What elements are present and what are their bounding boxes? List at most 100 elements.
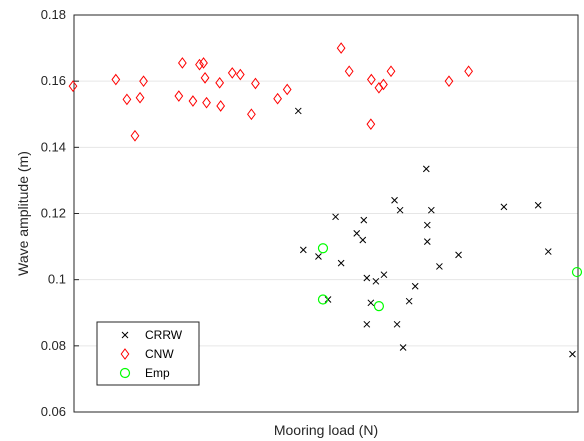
data-point-cnw (444, 75, 454, 87)
data-point-cnw (366, 73, 376, 86)
legend-marker-crrw (121, 331, 129, 339)
data-point-crrw-stroke (427, 206, 435, 214)
y-tick-label: 0.1 (48, 272, 66, 287)
data-point-crrw-stroke (500, 203, 508, 211)
data-point-crrw-stroke (363, 274, 371, 282)
data-point-cnw (188, 95, 198, 107)
data-point-crrw-stroke (359, 236, 367, 244)
data-point-crrw-stroke (372, 277, 380, 285)
data-point-crrw (399, 344, 407, 351)
data-point-emp (317, 294, 329, 305)
data-point-cnw (282, 83, 292, 96)
data-point-crrw-stroke (337, 259, 345, 267)
data-point-crrw (363, 274, 371, 282)
data-point-crrw-stroke (367, 299, 375, 307)
data-point-emp (571, 266, 583, 278)
data-point-crrw-stroke (455, 251, 462, 259)
legend-marker-crrw-stroke (121, 331, 129, 339)
legend: CRRW CNW Emp (96, 321, 200, 386)
data-point-cnw (235, 68, 245, 81)
y-tick-label: 0.18 (41, 7, 66, 22)
data-point-cnw (216, 100, 226, 112)
data-point-crrw (391, 196, 398, 204)
data-point-crrw-stroke (332, 213, 339, 221)
data-point-cnw (336, 42, 346, 54)
data-point-crrw (500, 203, 508, 211)
data-point-crrw (411, 282, 419, 290)
data-point-emp (373, 301, 385, 312)
data-point-emp (317, 243, 329, 254)
data-point-crrw (393, 320, 401, 328)
data-point-crrw (396, 206, 404, 214)
data-point-crrw-stroke (360, 216, 368, 224)
data-point-crrw (534, 201, 542, 209)
data-point-cnw (386, 65, 396, 78)
data-point-cnw (174, 90, 184, 102)
data-point-crrw-stroke (294, 107, 302, 115)
data-point-cnw (379, 78, 388, 91)
data-point-crrw-stroke (396, 206, 404, 214)
y-tick-label: 0.14 (41, 139, 66, 154)
legend-marker-emp (119, 367, 131, 379)
data-point-crrw (422, 165, 430, 173)
data-point-crrw-stroke (299, 246, 307, 254)
legend-label: Emp (145, 366, 170, 380)
data-point-crrw (427, 206, 435, 214)
data-point-crrw (405, 297, 413, 305)
data-point-crrw (380, 271, 388, 279)
data-point-crrw (423, 238, 431, 245)
data-point-crrw-stroke (393, 320, 401, 328)
y-axis-label: Wave amplitude (m) (15, 151, 31, 276)
data-point-crrw (332, 213, 339, 221)
data-point-cnw (247, 108, 256, 121)
y-tick-label: 0.16 (41, 73, 66, 88)
data-point-crrw-stroke (411, 282, 419, 290)
data-point-crrw-stroke (353, 229, 361, 237)
data-point-crrw-stroke (380, 271, 388, 279)
data-point-crrw (337, 259, 345, 267)
data-point-crrw (315, 253, 322, 260)
data-point-cnw (139, 75, 148, 87)
data-point-crrw-stroke (436, 263, 443, 270)
data-point-cnw (273, 92, 282, 105)
data-point-crrw (360, 216, 368, 224)
legend-label: CNW (145, 347, 174, 361)
y-axis-ticks: 0.06 0.08 0.1 0.12 0.14 0.16 0.18 (41, 7, 79, 419)
data-point-crrw-stroke (423, 238, 431, 245)
data-point-crrw-stroke (363, 320, 371, 328)
data-point-crrw-stroke (534, 201, 542, 209)
data-point-cnw (135, 91, 145, 104)
data-point-crrw (299, 246, 307, 254)
data-point-crrw (436, 263, 443, 270)
data-point-crrw (372, 277, 380, 285)
y-tick-label: 0.08 (41, 338, 66, 353)
data-point-cnw (130, 129, 140, 142)
data-point-crrw (544, 248, 552, 255)
data-point-cnw (200, 72, 210, 84)
data-point-cnw (374, 81, 384, 94)
data-point-crrw-stroke (569, 350, 576, 358)
data-point-cnw (464, 65, 474, 78)
data-point-crrw (569, 350, 576, 358)
data-point-crrw (363, 320, 371, 328)
data-points (68, 42, 583, 358)
y-tick-label: 0.12 (41, 206, 66, 221)
x-axis-label: Mooring load (N) (274, 422, 378, 438)
grid-lines (74, 80, 578, 347)
legend-marker-cnw (120, 348, 130, 360)
data-point-crrw (455, 251, 462, 259)
data-point-cnw (195, 58, 204, 71)
data-point-cnw (366, 118, 376, 131)
data-point-crrw-stroke (423, 221, 431, 229)
data-point-crrw (353, 229, 361, 237)
data-point-cnw (68, 80, 78, 92)
data-point-crrw-stroke (405, 297, 413, 305)
data-point-cnw (215, 76, 225, 89)
data-point-crrw (359, 236, 367, 244)
data-point-crrw (367, 299, 375, 307)
legend-label: CRRW (145, 328, 183, 342)
data-point-crrw (294, 107, 302, 115)
data-point-cnw (122, 93, 132, 106)
